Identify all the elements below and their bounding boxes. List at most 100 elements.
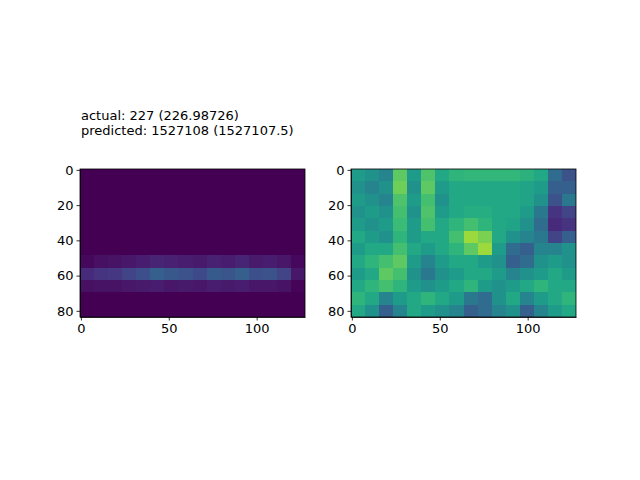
heatmap-cell [506, 292, 521, 305]
heatmap-cell [122, 231, 137, 244]
heatmap-cell [407, 280, 422, 293]
heatmap-cell [108, 194, 123, 207]
y-tick-mark [77, 205, 81, 206]
heatmap-cell [80, 169, 95, 182]
heatmap-cell [407, 181, 422, 194]
heatmap-cell [136, 181, 151, 194]
heatmap-cell [193, 218, 208, 231]
heatmap-cell [506, 305, 521, 317]
y-tick: 60 [57, 268, 80, 283]
heatmap-cell [506, 280, 521, 293]
heatmap-cell [478, 280, 493, 293]
heatmap-cell [407, 243, 422, 256]
heatmap-cell [150, 280, 165, 293]
x-tick: 50 [161, 317, 178, 336]
heatmap-cell [520, 194, 535, 207]
heatmap [80, 169, 305, 317]
heatmap-cell [478, 218, 493, 231]
heatmap-cell [80, 292, 95, 305]
heatmap-cell [435, 169, 450, 182]
heatmap-cell [80, 218, 95, 231]
y-tick-mark [77, 240, 81, 241]
heatmap-cell [548, 181, 563, 194]
heatmap-cell [263, 181, 278, 194]
heatmap-cell [291, 292, 305, 305]
heatmap-cell [277, 218, 292, 231]
y-tick: 40 [57, 233, 80, 248]
heatmap-cell [435, 194, 450, 207]
heatmap-cell [136, 231, 151, 244]
heatmap-cell [435, 243, 450, 256]
heatmap-cell [108, 206, 123, 219]
y-tick: 0 [65, 163, 80, 178]
heatmap-cell [464, 305, 479, 317]
heatmap-cell [534, 255, 549, 268]
heatmap-cell [562, 231, 576, 244]
heatmap-cell [235, 206, 250, 219]
heatmap-cell [407, 218, 422, 231]
heatmap-cell [562, 218, 576, 231]
heatmap-cell [178, 305, 193, 317]
heatmap-cell [94, 243, 109, 256]
heatmap-cell [164, 243, 179, 256]
heatmap-cell [178, 292, 193, 305]
heatmap-cell [562, 169, 576, 182]
heatmap-cell [520, 206, 535, 219]
heatmap-cell [249, 243, 264, 256]
y-tick-label: 0 [65, 163, 73, 178]
heatmap-cell [421, 181, 436, 194]
heatmap-cell [534, 280, 549, 293]
heatmap-cell [94, 292, 109, 305]
heatmap-cell [122, 181, 137, 194]
heatmap-cell [277, 243, 292, 256]
x-tick: 100 [245, 317, 270, 336]
heatmap-cell [136, 243, 151, 256]
heatmap-cell [520, 231, 535, 244]
heatmap [351, 169, 576, 317]
heatmap-cell [207, 231, 222, 244]
heatmap-cell [421, 243, 436, 256]
heatmap-cell [207, 292, 222, 305]
heatmap-cell [393, 292, 408, 305]
heatmap-cell [351, 243, 366, 256]
heatmap-cell [365, 292, 380, 305]
heatmap-cell [291, 280, 305, 293]
heatmap-cell [407, 255, 422, 268]
heatmap-cell [478, 169, 493, 182]
heatmap-cell [207, 255, 222, 268]
heatmap-cell [164, 181, 179, 194]
heatmap-cell [506, 218, 521, 231]
heatmap-cell [421, 206, 436, 219]
heatmap-cell [421, 292, 436, 305]
heatmap-cell [492, 243, 507, 256]
heatmap-cell [94, 206, 109, 219]
heatmap-cell [193, 292, 208, 305]
heatmap-cell [464, 181, 479, 194]
heatmap-cell [178, 218, 193, 231]
heatmap-cell [548, 255, 563, 268]
heatmap-cell [351, 194, 366, 207]
heatmap-cell [150, 181, 165, 194]
heatmap-cell [393, 169, 408, 182]
y-axis: 020406080 [57, 163, 81, 319]
heatmap-cell [351, 255, 366, 268]
heatmap-cell [365, 218, 380, 231]
heatmap-cell [164, 305, 179, 317]
heatmap-cell [435, 206, 450, 219]
heatmap-cell [365, 255, 380, 268]
heatmap-cell [263, 255, 278, 268]
heatmap-cell [464, 280, 479, 293]
heatmap-cell [435, 305, 450, 317]
heatmap-cell [207, 280, 222, 293]
y-tick: 20 [57, 198, 80, 213]
heatmap-cell [193, 280, 208, 293]
heatmap-cell [150, 292, 165, 305]
heatmap-cell [80, 243, 95, 256]
heatmap-cell [150, 243, 165, 256]
heatmap-cell [379, 169, 394, 182]
heatmap-cell [492, 268, 507, 281]
axes-frame [80, 169, 305, 317]
heatmap-cell [421, 231, 436, 244]
heatmap-cell [80, 231, 95, 244]
y-tick-label: 40 [328, 233, 345, 248]
